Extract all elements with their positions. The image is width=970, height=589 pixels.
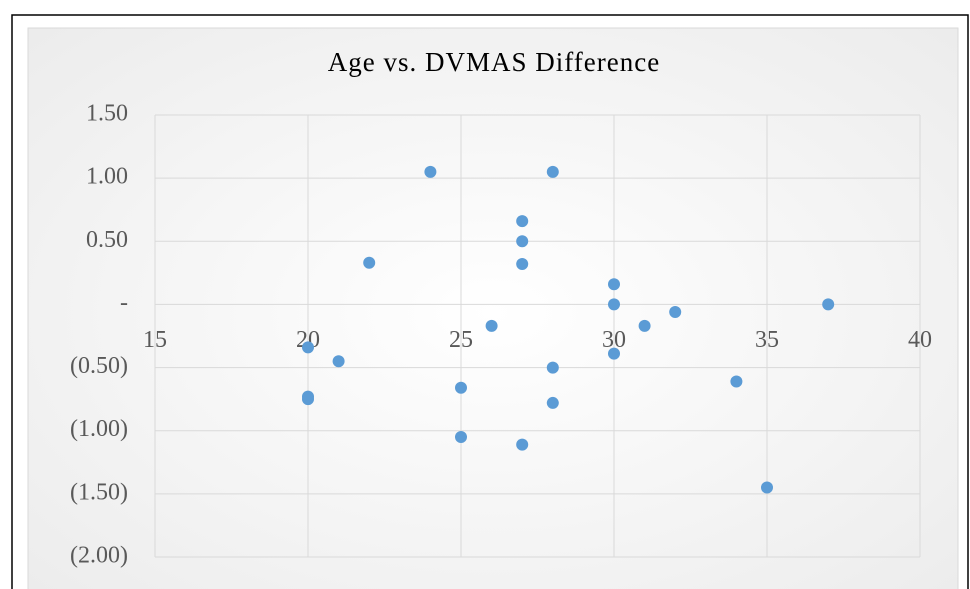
point <box>546 361 559 374</box>
point <box>516 235 529 248</box>
point <box>608 347 620 360</box>
point <box>363 256 376 269</box>
point <box>546 165 559 178</box>
point <box>608 298 620 311</box>
point <box>485 319 498 332</box>
x-tick-label: 15 <box>143 327 167 353</box>
x-tick-label: 25 <box>449 327 473 353</box>
point <box>669 306 682 319</box>
y-tick-label: 1.50 <box>86 101 128 127</box>
y-tick-label: (0.50) <box>70 353 128 379</box>
point <box>516 258 529 271</box>
point <box>822 298 835 311</box>
point <box>730 375 743 388</box>
y-tick-label: (2.00) <box>70 543 128 569</box>
point <box>302 341 314 354</box>
point <box>516 215 529 228</box>
point <box>608 278 620 291</box>
point <box>516 438 529 451</box>
point <box>302 393 314 406</box>
point <box>332 355 345 368</box>
point <box>455 381 467 394</box>
point <box>638 319 651 332</box>
y-tick-label: (1.00) <box>70 416 128 442</box>
chart-area <box>27 27 959 589</box>
point <box>546 396 559 409</box>
point <box>424 165 437 178</box>
y-tick-label: 1.00 <box>86 164 128 190</box>
point <box>455 431 467 444</box>
x-tick-label: 35 <box>755 327 779 353</box>
chart-title: Age vs. DVMAS Difference <box>328 47 660 77</box>
y-tick-label: (1.50) <box>70 479 128 505</box>
point <box>761 481 773 494</box>
x-tick-label: 40 <box>908 327 932 353</box>
y-tick-label: 0.50 <box>86 227 128 253</box>
y-tick-label: - <box>120 290 128 316</box>
